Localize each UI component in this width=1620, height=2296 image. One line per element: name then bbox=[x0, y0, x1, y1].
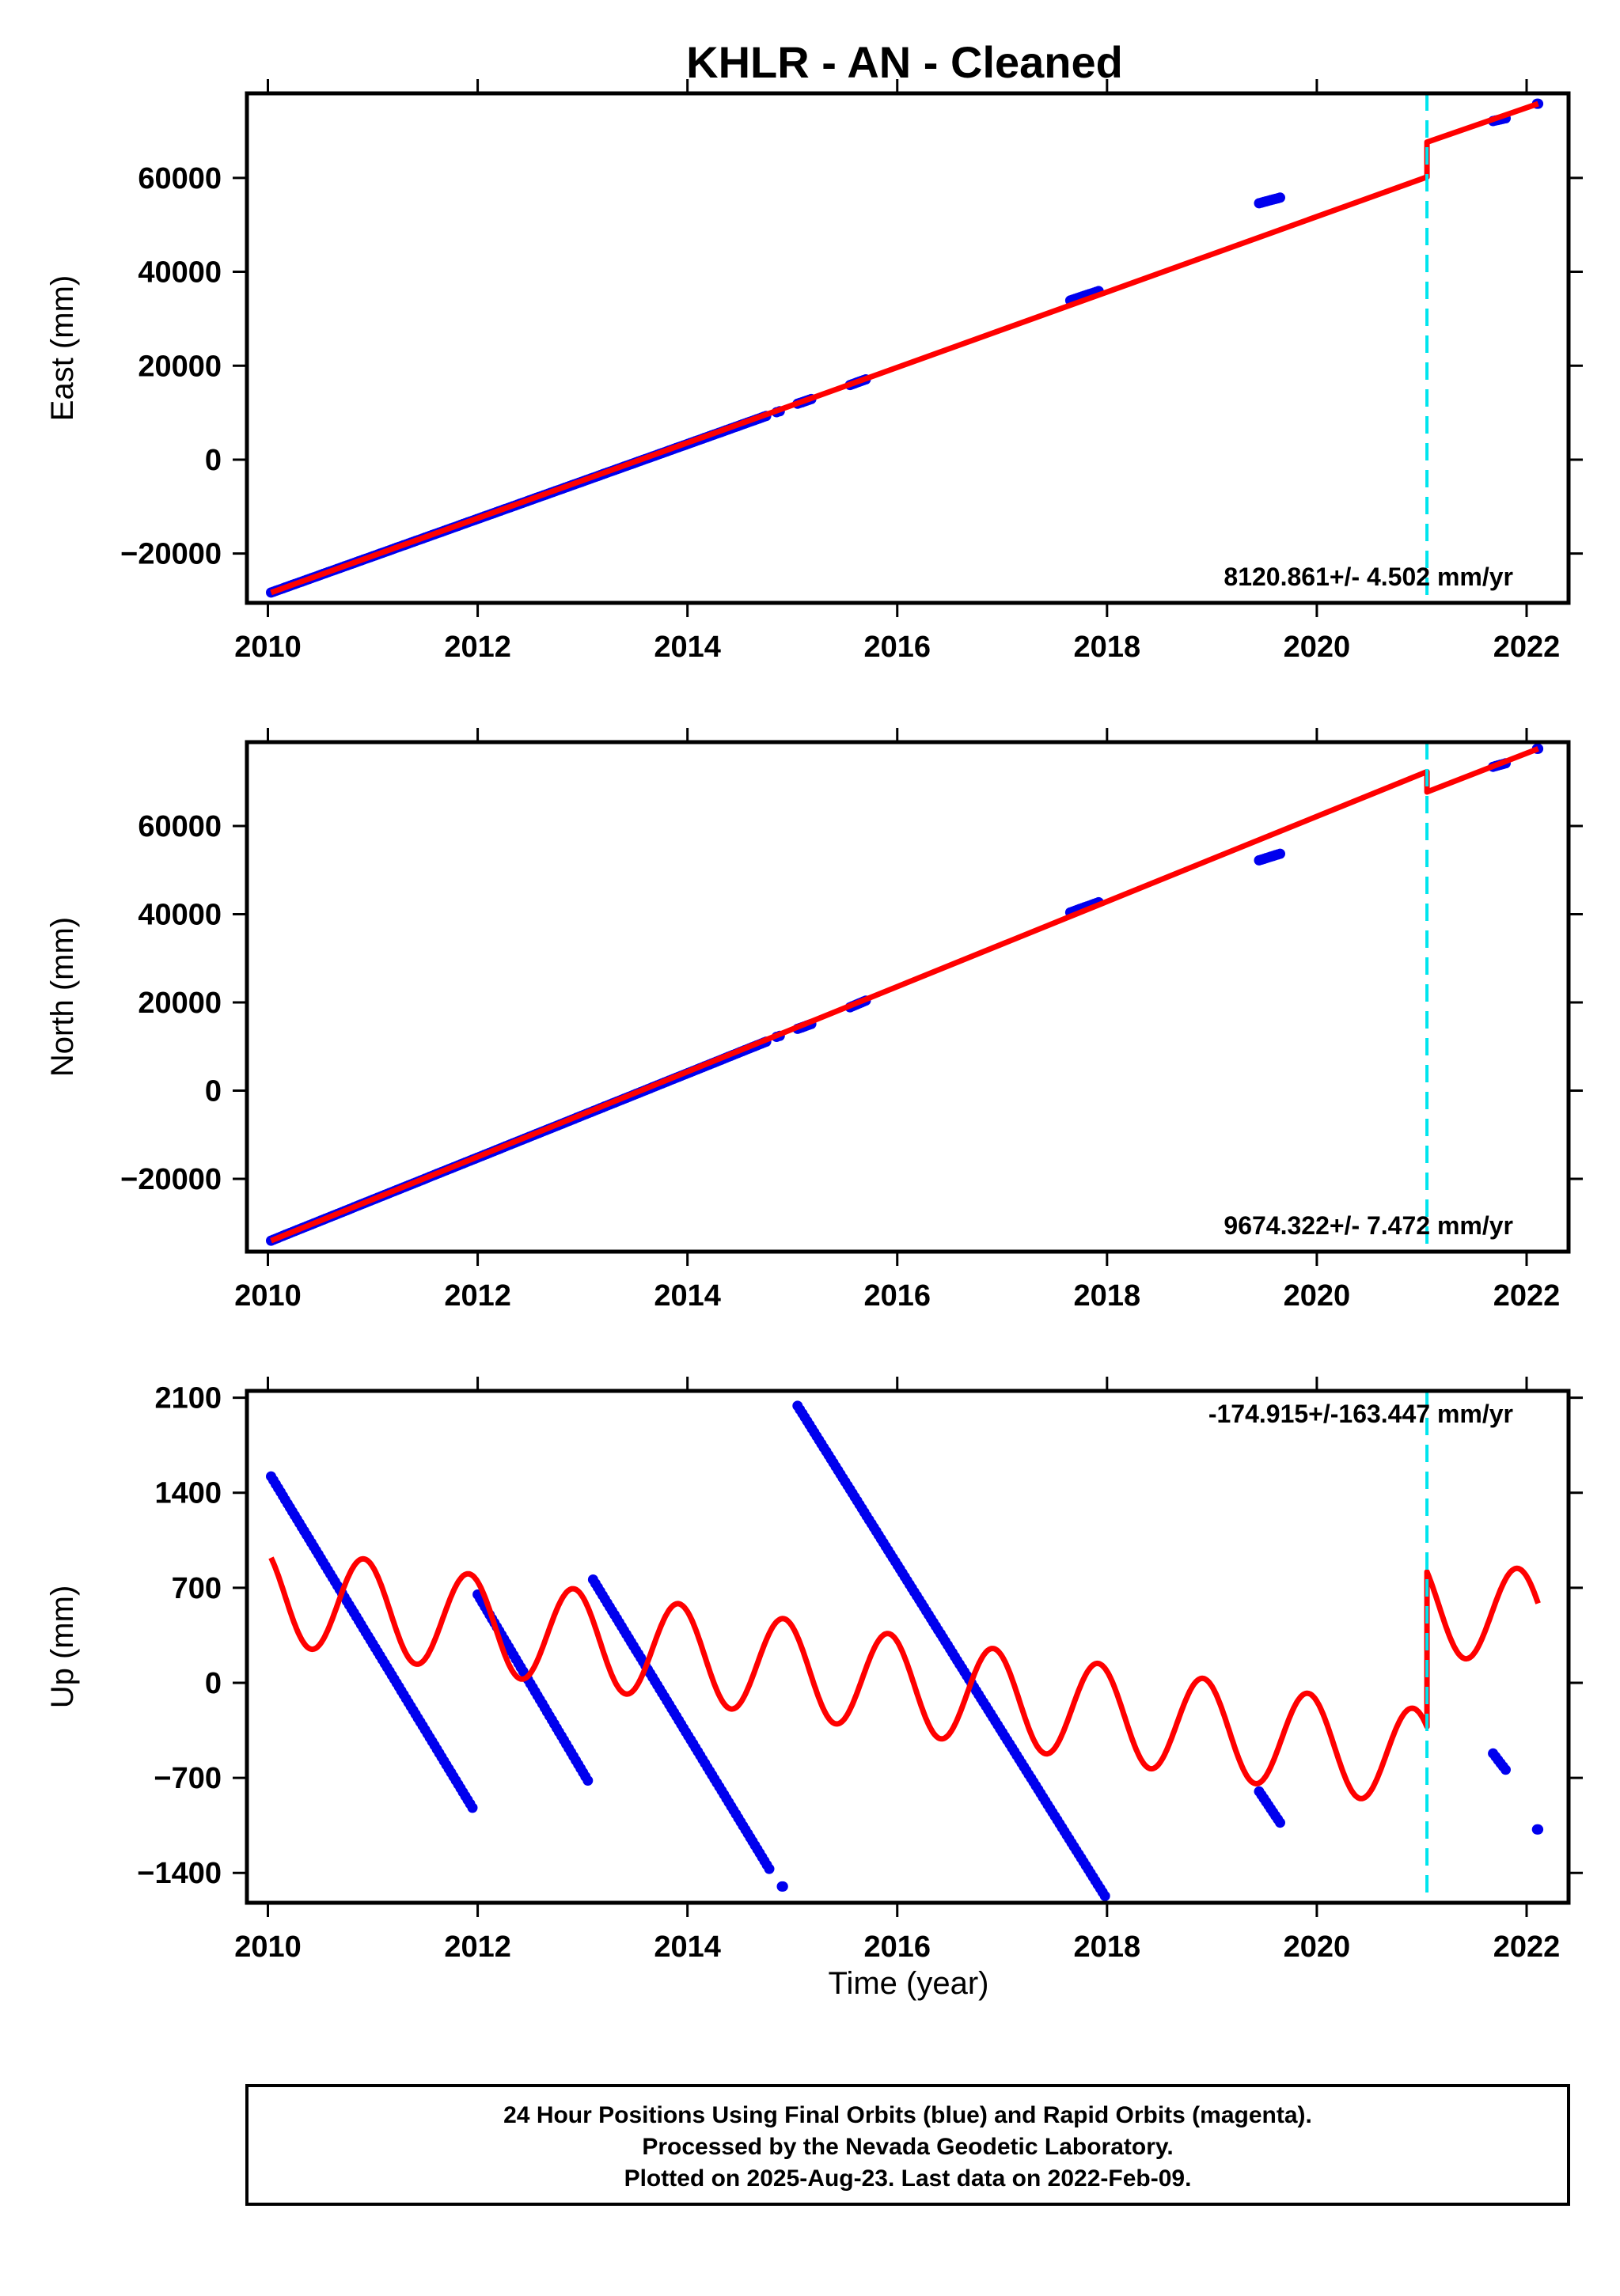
y-tick-label: 60000 bbox=[138, 810, 222, 843]
y-tick-label: −1400 bbox=[137, 1857, 222, 1890]
data-segment bbox=[776, 1881, 788, 1892]
y-tick-label: 60000 bbox=[138, 162, 222, 195]
x-tick-label: 2016 bbox=[863, 1930, 931, 1964]
footer-box: 24 Hour Positions Using Final Orbits (bl… bbox=[245, 2084, 1570, 2206]
data-segment bbox=[1488, 1748, 1511, 1775]
data-point bbox=[1533, 1824, 1544, 1835]
model-fit-line bbox=[268, 1555, 1541, 1802]
velocity-annotation: 9674.322+/- 7.472 mm/yr bbox=[1224, 1211, 1513, 1240]
data-segment bbox=[792, 1400, 1110, 1901]
x-tick-label: 2016 bbox=[863, 631, 931, 664]
data-point bbox=[1275, 192, 1285, 203]
x-tick-label: 2016 bbox=[863, 1279, 931, 1313]
plot-frame bbox=[245, 1389, 1571, 1905]
y-tick-label: 20000 bbox=[138, 350, 222, 383]
footer-line-1: 24 Hour Positions Using Final Orbits (bl… bbox=[503, 2102, 1312, 2128]
data-segment bbox=[1254, 192, 1285, 209]
plot-area bbox=[266, 98, 1544, 598]
data-point bbox=[1275, 1817, 1285, 1828]
x-tick-label: 2010 bbox=[234, 631, 302, 664]
x-tick-label: 2020 bbox=[1284, 1279, 1351, 1313]
x-tick-label: 2012 bbox=[444, 1930, 511, 1964]
x-tick-label: 2010 bbox=[234, 1930, 302, 1964]
x-tick-label: 2022 bbox=[1493, 1930, 1561, 1964]
y-tick-label: −700 bbox=[154, 1762, 222, 1795]
figure-title: KHLR - AN - Cleaned bbox=[686, 37, 1123, 87]
plot-frame bbox=[245, 740, 1571, 1254]
north-panel: 2010 2012 2014 2016 2018 2020 2022 −20000 0 20000… bbox=[45, 728, 1583, 1313]
x-tick-label: 2020 bbox=[1284, 631, 1351, 664]
y-tick-label: 40000 bbox=[138, 898, 222, 931]
data-point bbox=[1500, 1764, 1511, 1775]
data-point bbox=[764, 1863, 775, 1874]
x-tick-label: 2012 bbox=[444, 631, 511, 664]
east-panel: 2010 2012 2014 2016 2018 2020 2022 −20000 0 20000… bbox=[45, 79, 1583, 664]
x-tick-label: 2022 bbox=[1493, 631, 1561, 664]
y-tick-label: 0 bbox=[205, 1074, 222, 1108]
y-tick-label: −20000 bbox=[120, 538, 222, 571]
data-segment bbox=[1254, 1786, 1285, 1828]
y-tick-label: 2100 bbox=[154, 1382, 222, 1415]
data-point bbox=[1275, 848, 1285, 859]
plot-frame bbox=[245, 91, 1571, 605]
footer-line-3: Plotted on 2025-Aug-23. Last data on 202… bbox=[624, 2165, 1192, 2192]
velocity-annotation: -174.915+/-163.447 mm/yr bbox=[1208, 1400, 1513, 1428]
x-tick-label: 2018 bbox=[1074, 1279, 1141, 1313]
plot-area bbox=[266, 1400, 1544, 1901]
x-tick-label: 2022 bbox=[1493, 1279, 1561, 1313]
data-point bbox=[467, 1802, 478, 1813]
y-tick-label: 40000 bbox=[138, 256, 222, 290]
x-tick-label: 2012 bbox=[444, 1279, 511, 1313]
x-tick-label: 2020 bbox=[1284, 1930, 1351, 1964]
y-tick-label: 20000 bbox=[138, 987, 222, 1020]
y-axis-label: North (mm) bbox=[45, 917, 80, 1077]
data-segment bbox=[587, 1574, 775, 1874]
data-point bbox=[582, 1775, 594, 1786]
y-tick-label: 0 bbox=[205, 444, 222, 477]
x-tick-label: 2014 bbox=[654, 1279, 721, 1313]
model-fit-line bbox=[270, 100, 1539, 596]
x-tick-label: 2014 bbox=[654, 631, 721, 664]
data-segment bbox=[1254, 848, 1285, 866]
x-tick-label: 2010 bbox=[234, 1279, 302, 1313]
plot-area bbox=[266, 743, 1544, 1246]
x-tick-label: 2018 bbox=[1074, 631, 1141, 664]
data-segment bbox=[266, 1471, 478, 1813]
x-tick-label: 2018 bbox=[1074, 1930, 1141, 1964]
y-axis-label: Up (mm) bbox=[45, 1586, 80, 1709]
y-tick-label: 0 bbox=[205, 1667, 222, 1700]
velocity-annotation: 8120.861+/- 4.502 mm/yr bbox=[1224, 563, 1513, 591]
data-point bbox=[777, 1881, 788, 1892]
y-axis-label: East (mm) bbox=[45, 275, 80, 421]
footer-line-2: Processed by the Nevada Geodetic Laborat… bbox=[642, 2134, 1173, 2160]
data-segment bbox=[1531, 1824, 1544, 1835]
x-tick-label: 2014 bbox=[654, 1930, 721, 1964]
x-axis-label: Time (year) bbox=[829, 1966, 989, 2001]
y-tick-label: 1400 bbox=[154, 1477, 222, 1510]
y-tick-label: 700 bbox=[172, 1572, 222, 1605]
data-point bbox=[1099, 1890, 1110, 1901]
y-tick-label: −20000 bbox=[120, 1163, 222, 1196]
up-panel: 2010 2012 2014 2016 2018 2020 2022 −1400 −700 0 70… bbox=[45, 1377, 1583, 1964]
